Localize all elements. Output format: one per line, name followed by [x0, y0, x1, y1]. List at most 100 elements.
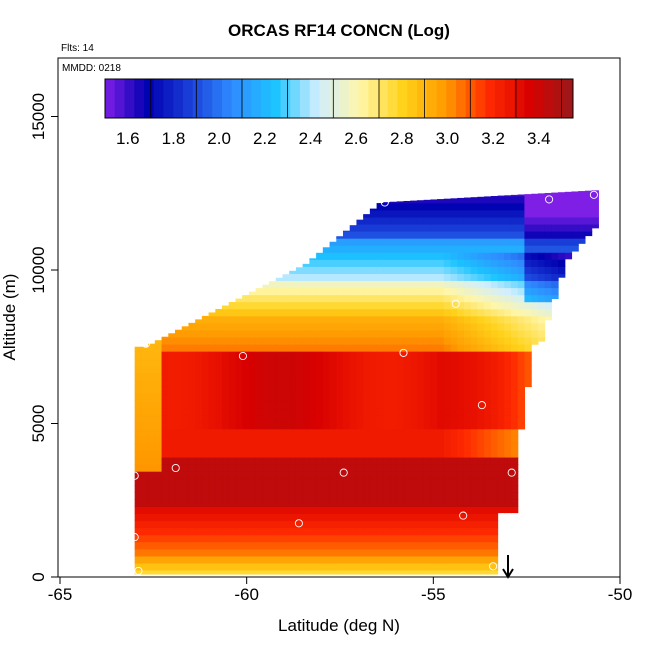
heatmap-cell — [396, 216, 405, 225]
heatmap-cell — [477, 555, 485, 564]
heatmap-cell — [443, 449, 452, 458]
heatmap-cell — [410, 492, 418, 500]
heatmap-cell — [363, 442, 371, 451]
heatmap-cell — [168, 485, 176, 493]
heatmap-cell — [302, 456, 310, 465]
heatmap-cell — [208, 343, 216, 352]
heatmap-cell — [369, 541, 378, 550]
heatmap-cell — [148, 555, 156, 564]
heatmap-cell — [376, 238, 384, 246]
heatmap-cell — [383, 449, 391, 458]
flight-point — [130, 471, 139, 480]
heatmap-cell — [342, 238, 351, 246]
heatmap-cell — [242, 492, 250, 500]
heatmap-cell — [356, 336, 364, 345]
heatmap-cell — [269, 329, 277, 338]
chart-title: ORCAS RF14 CONCN (Log) — [228, 21, 450, 40]
heatmap-cell — [134, 379, 142, 387]
heatmap-cell — [295, 492, 304, 500]
heatmap-cell — [141, 534, 149, 543]
heatmap-cell — [544, 266, 552, 274]
heatmap-cell — [248, 449, 257, 458]
heatmap-cell — [336, 308, 344, 317]
heatmap-cell — [363, 266, 371, 274]
heatmap-cell — [490, 541, 499, 550]
heatmap-cell — [148, 442, 156, 451]
heatmap-cell — [148, 351, 156, 359]
heatmap-cell — [490, 358, 499, 366]
heatmap-cell — [551, 202, 559, 211]
heatmap-cell — [430, 266, 438, 274]
heatmap-cell — [591, 209, 599, 218]
heatmap-cell — [134, 449, 142, 458]
heatmap-cell — [188, 471, 196, 479]
heatmap-cell — [390, 393, 398, 402]
heatmap-cell — [450, 294, 458, 303]
heatmap-cell — [396, 569, 405, 575]
heatmap-cell — [228, 534, 237, 543]
heatmap-cell — [349, 548, 358, 557]
heatmap-cell — [477, 499, 485, 507]
heatmap-cell — [363, 223, 371, 232]
heatmap-cell — [282, 520, 290, 529]
heatmap-cell — [531, 287, 539, 296]
heatmap-cell — [201, 442, 210, 451]
heatmap-cell — [322, 351, 331, 359]
heatmap-cell — [275, 393, 284, 402]
heatmap-cell — [289, 358, 297, 366]
heatmap-cell — [463, 569, 472, 575]
heatmap-cell — [188, 456, 196, 465]
heatmap-cell — [470, 492, 478, 500]
heatmap-cell — [504, 492, 512, 500]
heatmap-cell — [336, 343, 344, 352]
heatmap-cell — [510, 273, 519, 282]
heatmap-cell — [403, 534, 411, 543]
heatmap-cell — [215, 562, 223, 571]
heatmap-cell — [403, 407, 411, 416]
heatmap-cell — [369, 386, 378, 395]
heatmap-cell — [168, 555, 176, 564]
heatmap-cell — [161, 442, 169, 451]
heatmap-cell — [349, 252, 358, 260]
heatmap-cell — [349, 562, 358, 571]
heatmap-cell — [376, 548, 384, 557]
heatmap-cell — [342, 365, 351, 373]
heatmap-cell — [275, 351, 284, 359]
heatmap-cell — [222, 548, 230, 557]
heatmap-cell — [342, 492, 351, 500]
heatmap-cell — [195, 534, 203, 543]
heatmap-cell — [302, 351, 310, 359]
heatmap-cell — [255, 506, 263, 515]
colorbar-cell — [144, 79, 155, 118]
heatmap-cell — [275, 365, 284, 373]
colorbar-cell — [183, 79, 194, 118]
heatmap-cell — [497, 195, 505, 197]
heatmap-cell — [248, 513, 257, 522]
heatmap-cell — [450, 351, 458, 359]
heatmap-cell — [430, 435, 438, 444]
heatmap-cell — [168, 379, 176, 387]
heatmap-cell — [295, 513, 304, 522]
heatmap-cell — [248, 372, 257, 380]
heatmap-cell — [242, 407, 250, 416]
heatmap-cell — [450, 527, 458, 536]
heatmap-cell — [242, 386, 250, 395]
heatmap-cell — [349, 456, 358, 465]
heatmap-cell — [255, 471, 263, 479]
heatmap-cell — [195, 569, 203, 575]
heatmap-cell — [463, 301, 472, 310]
heatmap-cell — [363, 400, 371, 409]
heatmap-cell — [248, 351, 257, 359]
heatmap-cell — [430, 245, 438, 253]
heatmap-cell — [215, 449, 223, 458]
heatmap-cell — [443, 485, 452, 493]
flight-point — [399, 348, 408, 357]
heatmap-cell — [443, 442, 452, 451]
heatmap-cell — [376, 372, 384, 380]
heatmap-cell — [457, 273, 465, 282]
heatmap-cell — [161, 365, 169, 373]
heatmap-cell — [537, 245, 546, 253]
heatmap-cell — [342, 534, 351, 543]
heatmap-cell — [477, 343, 485, 352]
heatmap-cell — [295, 400, 304, 409]
